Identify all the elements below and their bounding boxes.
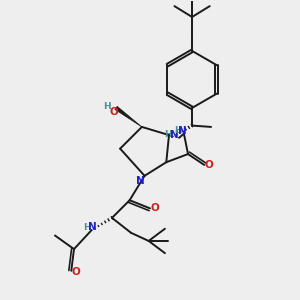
Text: O: O [205,160,214,170]
Text: N: N [178,126,187,136]
Text: O: O [150,203,159,213]
Text: H: H [174,127,182,136]
Polygon shape [115,106,142,127]
Text: H: H [103,102,111,111]
Text: N: N [169,130,178,140]
Text: N: N [88,222,97,233]
Text: N: N [136,176,145,186]
Text: O: O [72,267,80,277]
Text: H: H [83,223,91,232]
Text: H: H [164,130,172,139]
Text: O: O [110,107,118,117]
